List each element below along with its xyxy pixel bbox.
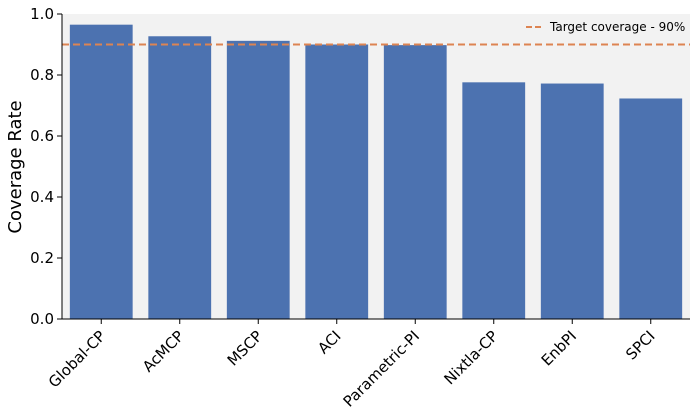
y-ticks-group: 0.0 0.2 0.4 0.6 0.8 1.0 xyxy=(30,5,62,328)
bar-acmcp xyxy=(148,36,212,319)
y-tick-label: 0.2 xyxy=(30,249,54,267)
y-axis-title: Coverage Rate xyxy=(5,100,26,233)
x-tick-label: AcMCP xyxy=(139,327,188,376)
bar-aci xyxy=(305,44,369,319)
y-tick-label: 0.0 xyxy=(30,310,54,328)
x-tick-label: Nixtla-CP xyxy=(440,327,501,388)
bar-global-cp xyxy=(69,24,133,320)
y-tick-label: 1.0 xyxy=(30,5,54,23)
y-tick-label: 0.4 xyxy=(30,188,54,206)
bar-nixtla-cp xyxy=(462,82,526,319)
bar-parametric-pi xyxy=(383,45,447,320)
y-tick-label: 0.6 xyxy=(30,127,54,145)
x-tick-label: MSCP xyxy=(224,327,266,369)
bar-spci xyxy=(619,98,683,319)
bar-enbpi xyxy=(540,83,604,319)
legend-label: Target coverage - 90% xyxy=(549,20,685,34)
x-tick-label: Global-CP xyxy=(45,327,109,391)
x-tick-label: SPCI xyxy=(622,327,658,363)
bar-mscp xyxy=(226,40,290,320)
y-tick-label: 0.8 xyxy=(30,66,54,84)
x-tick-label: Parametric-PI xyxy=(340,327,424,411)
legend: Target coverage - 90% xyxy=(526,20,685,34)
x-tick-label: EnbPI xyxy=(538,327,580,369)
bars-group xyxy=(69,24,683,320)
x-tick-label: ACI xyxy=(314,327,344,357)
